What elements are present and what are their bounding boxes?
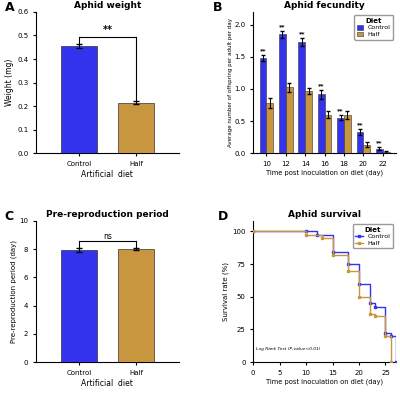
Title: Aphid fecundity: Aphid fecundity — [284, 1, 365, 10]
Bar — [298, 42, 305, 153]
Control — [330, 250, 335, 255]
Bar — [305, 91, 312, 153]
Y-axis label: Survival rate (%): Survival rate (%) — [223, 262, 229, 321]
Legend: Control, Half: Control, Half — [352, 224, 393, 248]
Bar — [363, 145, 370, 153]
Legend: Control, Half: Control, Half — [354, 15, 393, 40]
Bar — [260, 58, 266, 153]
Line: Half: Half — [252, 230, 392, 363]
Control — [356, 281, 361, 286]
Control — [346, 250, 351, 255]
Half — [330, 236, 335, 240]
Half — [251, 229, 256, 234]
Y-axis label: Average number of offspring per adult per day: Average number of offspring per adult pe… — [228, 18, 233, 147]
Bar — [356, 132, 363, 153]
Control — [388, 331, 393, 336]
Title: Pre-reproduction period: Pre-reproduction period — [46, 210, 169, 219]
Text: **: ** — [318, 83, 324, 88]
Control — [394, 334, 398, 338]
Line: Control: Control — [252, 230, 397, 363]
Half — [372, 314, 377, 319]
X-axis label: Time post inoculation on diet (day): Time post inoculation on diet (day) — [266, 378, 383, 385]
Half — [356, 268, 361, 273]
Y-axis label: Pre-reproduction period (day): Pre-reproduction period (day) — [10, 240, 16, 343]
Text: D: D — [218, 210, 228, 222]
Half — [320, 236, 324, 240]
Half — [383, 314, 388, 319]
X-axis label: Artificial  diet: Artificial diet — [82, 170, 133, 179]
Text: **: ** — [337, 108, 344, 113]
Title: Aphid weight: Aphid weight — [74, 1, 141, 10]
Control — [394, 360, 398, 365]
Half — [304, 229, 308, 234]
Half — [388, 360, 393, 365]
Text: Log Rank Test (P-value<0.01): Log Rank Test (P-value<0.01) — [256, 347, 320, 351]
Half — [372, 311, 377, 316]
Text: **: ** — [279, 24, 286, 29]
X-axis label: Artificial  diet: Artificial diet — [82, 378, 133, 388]
Control — [314, 229, 319, 234]
Text: **: ** — [102, 25, 112, 35]
Half — [367, 295, 372, 299]
Control — [367, 301, 372, 306]
Text: **: ** — [260, 48, 266, 53]
Half — [383, 334, 388, 338]
Half — [346, 253, 351, 258]
Control — [251, 229, 256, 234]
Control — [314, 233, 319, 238]
Control — [383, 331, 388, 336]
Bar — [266, 103, 273, 153]
X-axis label: Time post inoculation on diet (day): Time post inoculation on diet (day) — [266, 170, 383, 176]
Bar — [118, 249, 154, 362]
Text: B: B — [213, 1, 223, 14]
Control — [372, 301, 377, 306]
Control — [367, 281, 372, 286]
Control — [304, 229, 308, 234]
Bar — [324, 115, 331, 153]
Bar — [61, 250, 97, 362]
Bar — [337, 118, 344, 153]
Bar — [318, 94, 324, 153]
Y-axis label: Weight (mg): Weight (mg) — [5, 59, 14, 106]
Control — [372, 305, 377, 310]
Control — [356, 262, 361, 267]
Title: Aphid survival: Aphid survival — [288, 210, 361, 219]
Half — [388, 334, 393, 338]
Text: **: ** — [298, 31, 305, 36]
Half — [346, 268, 351, 273]
Control — [304, 229, 308, 234]
Bar — [344, 115, 351, 153]
Half — [320, 233, 324, 238]
Text: C: C — [4, 210, 14, 222]
Control — [330, 233, 335, 238]
Control — [346, 262, 351, 267]
Bar — [286, 87, 292, 153]
Bar — [376, 149, 383, 153]
Bar — [61, 46, 97, 153]
Bar — [118, 103, 154, 153]
Text: ns: ns — [103, 232, 112, 241]
Control — [388, 334, 393, 338]
Control — [383, 305, 388, 310]
Half — [330, 253, 335, 258]
Bar — [383, 152, 390, 153]
Half — [304, 233, 308, 238]
Half — [356, 295, 361, 299]
Bar — [279, 34, 286, 153]
Text: **: ** — [376, 140, 382, 145]
Text: **: ** — [357, 122, 363, 127]
Half — [367, 311, 372, 316]
Text: A: A — [4, 1, 14, 14]
